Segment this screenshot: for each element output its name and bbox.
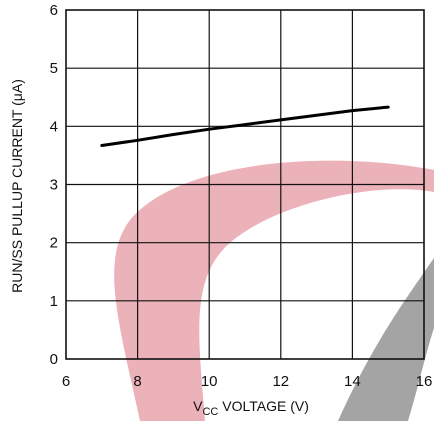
x-tick-label: 10: [201, 373, 218, 390]
y-axis-label: RUN/SS PULLUP CURRENT (μA): [9, 79, 25, 293]
watermark-pink-swoosh: [114, 160, 434, 421]
series-line: [100, 105, 390, 147]
watermark: [114, 160, 434, 421]
y-tick-labels: 0 1 2 3 4 5 6: [50, 2, 58, 368]
y-tick-label: 3: [50, 177, 58, 194]
watermark-gray-swoosh: [338, 258, 434, 421]
grid: [66, 10, 424, 359]
y-tick-label: 0: [50, 351, 58, 368]
x-tick-label: 16: [416, 373, 433, 390]
x-tick-label: 6: [62, 373, 70, 390]
x-tick-labels: 6 8 10 12 14 16: [62, 373, 433, 390]
y-tick-label: 4: [50, 118, 58, 135]
y-tick-label: 2: [50, 235, 58, 252]
plot-frame: [65, 9, 425, 360]
x-axis-label-sub: CC: [202, 406, 218, 418]
y-tick-label: 5: [50, 60, 58, 77]
x-axis-label: VCC VOLTAGE (V): [193, 398, 309, 418]
y-tick-label: 6: [50, 2, 58, 19]
y-tick-label: 1: [50, 293, 58, 310]
series-layer: [100, 105, 390, 147]
x-axis-label-main: V: [193, 398, 203, 414]
x-tick-label: 14: [344, 373, 361, 390]
x-tick-label: 8: [133, 373, 141, 390]
x-tick-label: 12: [272, 373, 289, 390]
x-axis-label-rest: VOLTAGE (V): [218, 398, 309, 414]
